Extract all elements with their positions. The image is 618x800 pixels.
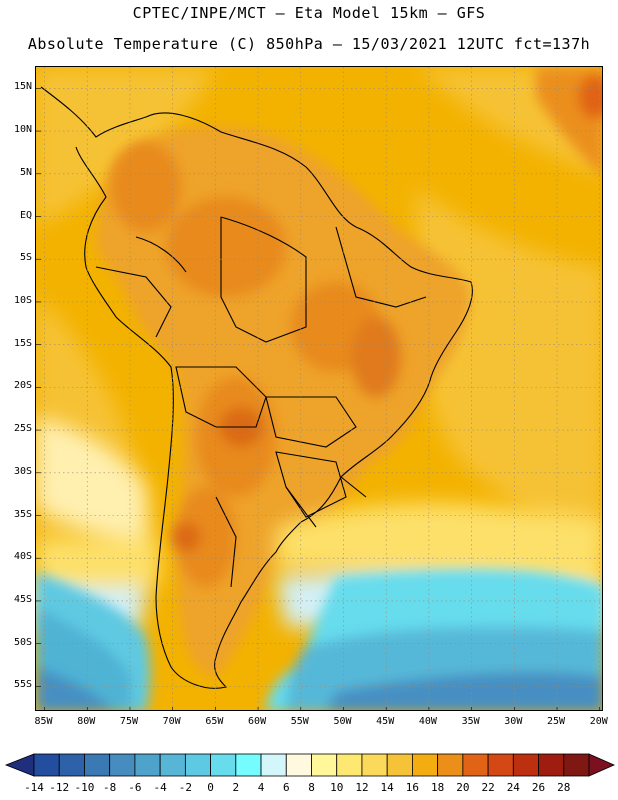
field-ocean-warm [36, 67, 602, 547]
lon-label: 60W [248, 716, 267, 727]
graticule [36, 67, 602, 710]
colorbar-swatch [386, 753, 413, 777]
colorbar-swatch [563, 753, 590, 777]
colorbar-label: 4 [257, 781, 265, 794]
lon-label: 25W [546, 716, 566, 727]
colorbar-swatch [336, 753, 363, 777]
colorbar-label: 12 [355, 781, 369, 794]
lat-label: 55S [13, 679, 32, 691]
title-variable: Absolute Temperature (C) 850hPa – 15/03/… [27, 35, 591, 53]
lon-label: 35W [461, 716, 480, 727]
lon-label: 20W [589, 716, 608, 727]
lon-label: 65W [205, 716, 224, 727]
colorbar-label: 26 [531, 781, 546, 794]
colorbar-swatch [184, 753, 211, 777]
colorbar-swatch [361, 753, 388, 777]
colorbar-label: 8 [308, 781, 315, 794]
colorbar-over-arrow [588, 753, 615, 777]
colorbar-label: 28 [557, 781, 571, 794]
color-scale [4, 753, 615, 777]
colorbar-label: 0 [207, 781, 214, 794]
temperature-map [36, 67, 602, 710]
lat-label: 30S [13, 465, 32, 477]
colorbar-swatch [462, 753, 489, 777]
colorbar-label: -8 [103, 781, 117, 794]
colorbar-label: 2 [232, 781, 240, 794]
colorbar-swatch [210, 753, 237, 777]
colorbar-swatch [311, 753, 338, 777]
lat-label: 35S [13, 508, 32, 520]
colorbar-label: 24 [506, 781, 520, 794]
lat-label: 25S [13, 423, 32, 435]
colorbar-swatch [134, 753, 161, 777]
colorbar-swatch [412, 753, 439, 777]
colorbar-swatch [58, 753, 85, 777]
colorbar-swatch [33, 753, 60, 777]
colorbar-swatch [109, 753, 136, 777]
colorbar-swatch [285, 753, 312, 777]
lon-label: 30W [504, 716, 523, 727]
title-model: CPTEC/INPE/MCT – Eta Model 15km – GFS [132, 4, 486, 22]
colorbar-label: 10 [330, 781, 344, 794]
lat-label: EQ [19, 209, 32, 221]
colorbar-swatch [538, 753, 565, 777]
lon-label: 70W [162, 716, 181, 727]
colorbar-swatch [487, 753, 514, 777]
colorbar-label: -14 [24, 781, 44, 794]
colorbar-label: 20 [456, 781, 470, 794]
colorbar-label: -6 [128, 781, 142, 794]
lat-label: 45S [13, 593, 32, 605]
colorbar-swatch [159, 753, 186, 777]
lat-label: 50S [13, 636, 32, 648]
lat-label: 20S [13, 380, 32, 392]
colorbar-swatch [235, 753, 262, 777]
lat-label: 15N [13, 81, 32, 93]
colorbar-swatch [84, 753, 111, 777]
lon-label: 85W [34, 716, 53, 727]
colorbar-label: 6 [282, 781, 290, 794]
lat-label: 5N [19, 166, 32, 178]
field-land-hot [111, 142, 401, 587]
lat-label: 10S [13, 294, 32, 306]
lon-label: 40W [418, 716, 437, 727]
colorbar-label: 14 [380, 781, 394, 794]
lon-label: 80W [77, 716, 96, 727]
lat-label: 10N [13, 124, 32, 136]
map-frame [35, 66, 603, 711]
colorbar-label: -12 [49, 781, 70, 794]
colorbar-label: -10 [74, 781, 95, 794]
lat-label: 5S [19, 252, 32, 264]
colorbar-label: 18 [431, 781, 445, 794]
lon-label: 75W [119, 716, 138, 727]
colorbar-swatch [512, 753, 539, 777]
lat-label: 40S [13, 551, 32, 563]
colorbar-label: 22 [481, 781, 495, 794]
colorbar-label: -4 [153, 781, 167, 794]
lat-label: 15S [13, 337, 32, 349]
lon-label: 55W [290, 716, 309, 727]
field-cold-south [36, 569, 602, 710]
lon-label: 50W [333, 716, 352, 727]
field-ne-hot [536, 67, 602, 176]
lon-label: 45W [376, 716, 395, 727]
colorbar-swatch [437, 753, 464, 777]
colorbar-swatch [260, 753, 287, 777]
colorbar-label: 16 [405, 781, 420, 794]
colorbar-under-arrow [4, 753, 35, 777]
colorbar-label: -2 [178, 781, 192, 794]
